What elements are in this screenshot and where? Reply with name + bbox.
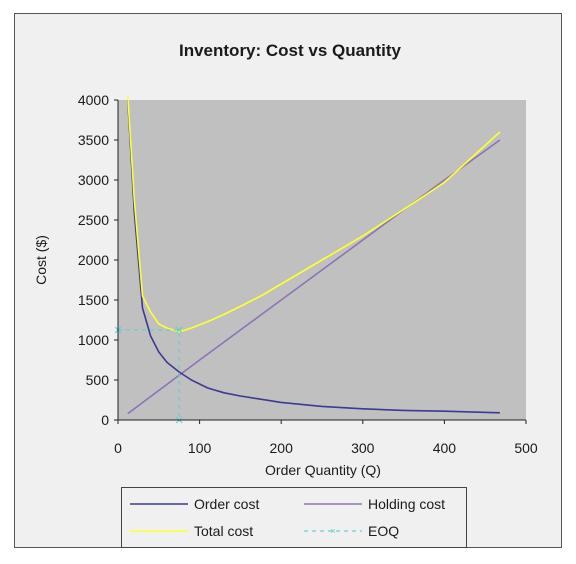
legend-swatch-total-cost [130, 530, 188, 532]
legend-label-order-cost: Order cost [194, 496, 260, 512]
y-tick-label: 2500 [78, 212, 109, 228]
y-tick-label: 500 [86, 372, 110, 388]
legend-swatch-order-cost [130, 503, 188, 505]
legend-swatch-holding-cost [304, 503, 362, 505]
y-tick-label: 4000 [78, 92, 109, 108]
y-tick-label: 0 [101, 412, 109, 428]
y-axis-title: Cost ($) [33, 235, 49, 285]
y-tick-label: 3500 [78, 132, 109, 148]
eoq-marker [175, 326, 183, 334]
legend: Order cost Holding cost Total cost × EOQ [121, 487, 467, 548]
series-line-order-cost [127, 99, 500, 414]
x-tick-label: 0 [114, 440, 122, 456]
svg-text:×: × [330, 526, 335, 536]
legend-label-eoq: EOQ [368, 523, 400, 539]
legend-item-eoq: × EOQ [302, 521, 399, 541]
series-line-eoq [118, 329, 180, 420]
x-tick-label: 500 [514, 440, 538, 456]
legend-item-total-cost: Total cost [128, 521, 253, 541]
legend-label-holding-cost: Holding cost [368, 496, 446, 512]
x-tick-label: 300 [351, 440, 375, 456]
y-tick-label: 2000 [78, 252, 109, 268]
chart-title: Inventory: Cost vs Quantity [179, 41, 402, 60]
y-tick-label: 3000 [78, 172, 109, 188]
legend-swatch-eoq: × [304, 526, 362, 536]
x-axis-title: Order Quantity (Q) [265, 462, 381, 478]
y-tick-label: 1500 [78, 292, 109, 308]
x-tick-label: 100 [188, 440, 212, 456]
legend-item-order-cost: Order cost [128, 494, 259, 514]
x-tick-label: 400 [433, 440, 457, 456]
x-tick-label: 200 [270, 440, 294, 456]
series-line-total-cost [127, 95, 501, 333]
y-tick-label: 1000 [78, 332, 109, 348]
legend-label-total-cost: Total cost [194, 523, 254, 539]
legend-item-holding-cost: Holding cost [302, 494, 445, 514]
